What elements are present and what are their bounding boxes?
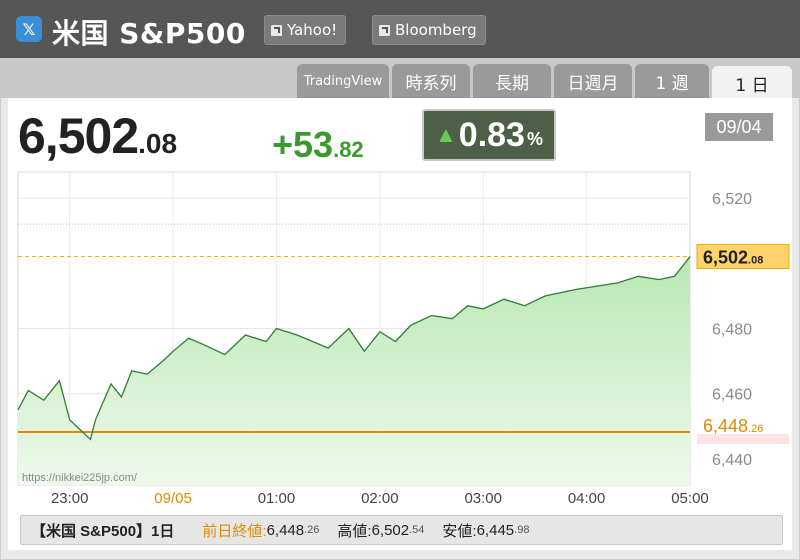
current-price: 6,502.08 xyxy=(18,107,177,165)
x-tick-label: 01:00 xyxy=(258,490,296,507)
footer-title: 【米国 S&P500】1日 xyxy=(31,522,175,540)
y-tick-label: 6,440 xyxy=(712,452,752,469)
percent-unit: % xyxy=(526,128,543,149)
y-tick-label: 6,520 xyxy=(712,191,752,208)
price-area xyxy=(18,256,690,485)
price-change: +53.82 xyxy=(272,124,364,166)
source-url[interactable]: https://nikkei225jp.com/ xyxy=(22,472,137,484)
prev-close-dec: .26 xyxy=(304,524,320,536)
percent-value: 0.83 xyxy=(458,115,525,154)
x-tick-label: 05:00 xyxy=(671,490,709,507)
last-price-badge xyxy=(696,244,790,270)
tab-1-day[interactable]: 1 日 xyxy=(712,66,792,100)
price-decimal: .08 xyxy=(138,128,178,159)
last-price-axis-label: 6,502.08 xyxy=(703,248,763,268)
header-bar: 𝕏 米国 S&P500 Yahoo! Bloomberg xyxy=(0,0,800,58)
tab-1-week[interactable]: 1 週 xyxy=(635,64,709,98)
x-tick-label: 03:00 xyxy=(464,490,502,507)
high-label: 高値: xyxy=(337,522,372,540)
y-tick-label: 6,460 xyxy=(712,387,752,404)
y-tick-label: 6,480 xyxy=(712,322,752,339)
low-label: 安値: xyxy=(442,522,477,540)
price-integer: 6,502 xyxy=(18,108,139,164)
up-triangle-icon: ▲ xyxy=(435,122,457,147)
high-int: 6,502 xyxy=(371,521,410,539)
yahoo-link-button[interactable]: Yahoo! xyxy=(264,15,347,45)
change-integer: +53 xyxy=(272,124,334,165)
range-tab-bar: TradingView 時系列 長期 日週月 1 週 1 日 xyxy=(0,58,800,100)
prev-close-label: 前日終値: xyxy=(202,522,267,540)
bloomberg-link-button[interactable]: Bloomberg xyxy=(372,15,486,45)
prev-close-highlight xyxy=(697,433,789,444)
bloomberg-link-label: Bloomberg xyxy=(395,21,477,39)
price-chart[interactable]: 6,520 6,480 6,460 6,440 23:00 09/05 01:00 02:00… xyxy=(0,0,800,515)
x-tick-label: 23:00 xyxy=(51,490,89,507)
date-badge: 09/04 xyxy=(705,113,773,141)
x-tick-label: 02:00 xyxy=(361,490,399,507)
prev-close-int: 6,448 xyxy=(266,521,305,539)
price-line xyxy=(17,256,691,441)
external-link-icon xyxy=(379,24,390,36)
low-int: 6,445 xyxy=(476,521,515,539)
external-link-icon xyxy=(271,24,282,36)
low-dec: .98 xyxy=(514,524,530,536)
percent-change-badge: ▲ 0.83 % xyxy=(422,109,556,161)
tab-day-week-month[interactable]: 日週月 xyxy=(554,64,632,98)
tab-tradingview[interactable]: TradingView xyxy=(297,64,389,98)
high-dec: .54 xyxy=(409,524,425,536)
tab-timeseries[interactable]: 時系列 xyxy=(392,64,470,98)
change-decimal: .82 xyxy=(333,137,364,162)
x-tick-label: 04:00 xyxy=(568,490,606,507)
prev-close-axis-label: 6,448.26 xyxy=(703,416,763,436)
tab-long-term[interactable]: 長期 xyxy=(473,64,551,98)
x-tick-label: 09/05 xyxy=(154,490,192,507)
page-title: 米国 S&P500 xyxy=(52,17,246,50)
yahoo-link-label: Yahoo! xyxy=(287,21,338,39)
summary-footer: 【米国 S&P500】1日 前日終値: 6,448.26 高値: 6,502.5… xyxy=(20,515,783,545)
x-icon[interactable]: 𝕏 xyxy=(16,16,42,42)
